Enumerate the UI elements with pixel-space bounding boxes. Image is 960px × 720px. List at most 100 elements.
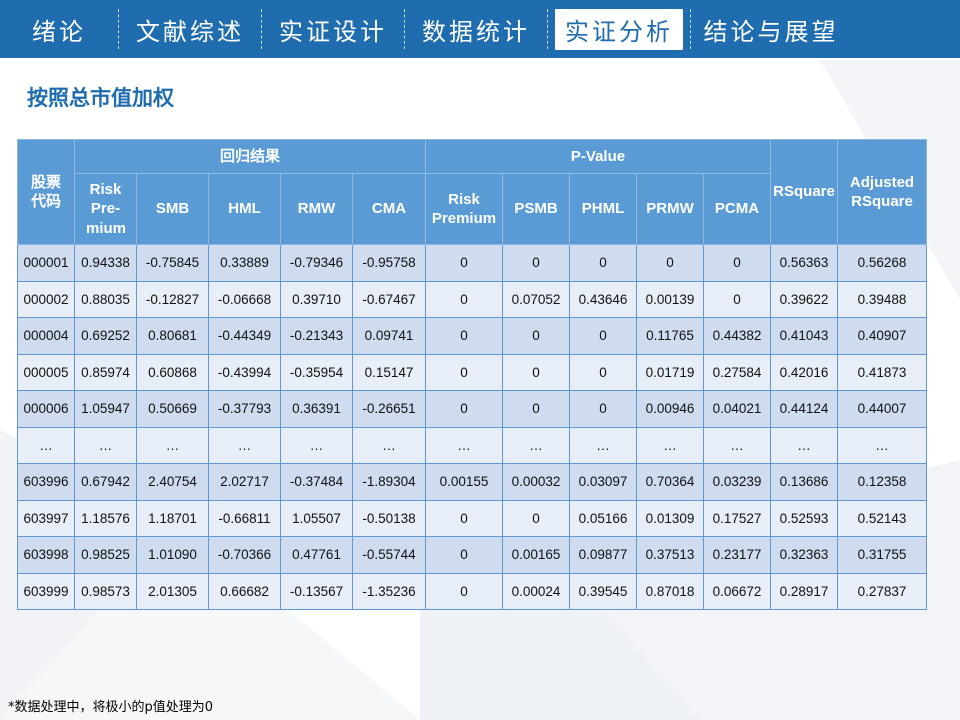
table-cell: -0.50138 [352, 499, 426, 537]
table-cell: 0 [569, 317, 637, 355]
table-cell: 0.70364 [636, 463, 704, 501]
table-cell: 0.60868 [136, 353, 209, 391]
table-cell: 0.28917 [770, 572, 838, 610]
table-cell: 0.41043 [770, 317, 838, 355]
table-cell: 0.44124 [770, 390, 838, 428]
table-cell: 0.66682 [208, 572, 281, 610]
nav-item-statistics[interactable]: 数据统计 [422, 17, 530, 46]
nav-item-design[interactable]: 实证设计 [279, 17, 387, 46]
table-cell: 0.43646 [569, 280, 637, 318]
nav-separator [118, 9, 119, 49]
nav-item-analysis[interactable]: 实证分析 [548, 0, 690, 58]
table-cell: 0.27584 [703, 353, 771, 391]
table-cell: 0 [502, 353, 570, 391]
table-cell: 0.15147 [352, 353, 426, 391]
table-cell: 0.31755 [837, 536, 927, 574]
table-row: 000004 0.69252 0.80681 -0.44349 -0.21343 0.09… [17, 317, 927, 355]
header-adj-rsquare: Adjusted RSquare [837, 139, 927, 245]
table-cell: -0.37484 [280, 463, 353, 501]
header-pvalue: P-Value [425, 139, 771, 174]
table-cell: 0.01719 [636, 353, 704, 391]
table-cell: 0.09877 [569, 536, 637, 574]
table-row: 603997 1.18576 1.18701 -0.66811 1.05507 -0.50… [17, 499, 927, 537]
table-cell: … [136, 426, 209, 464]
table-cell: 0.13686 [770, 463, 838, 501]
table-cell: 0.42016 [770, 353, 838, 391]
nav-item-conclusion[interactable]: 结论与展望 [703, 17, 839, 46]
table-cell: 0.44007 [837, 390, 927, 428]
table-cell: 0.00032 [502, 463, 570, 501]
table-cell: 0 [636, 244, 704, 282]
table-cell: 0.32363 [770, 536, 838, 574]
table-cell: 0.80681 [136, 317, 209, 355]
table-cell: 0.00946 [636, 390, 704, 428]
table-cell: 0 [569, 353, 637, 391]
table-cell: 0.39545 [569, 572, 637, 610]
table-cell: 0 [502, 499, 570, 537]
table-cell: 0.98573 [74, 572, 137, 610]
table-row: 000002 0.88035 -0.12827 -0.06668 0.39710 -0.6… [17, 280, 927, 318]
table-cell: 0.85974 [74, 353, 137, 391]
table-cell: 0.00155 [425, 463, 503, 501]
table-cell: -0.37793 [208, 390, 281, 428]
table-cell: 0.40907 [837, 317, 927, 355]
table-cell: 0.17527 [703, 499, 771, 537]
table-cell: -1.89304 [352, 463, 426, 501]
table-cell: 0.09741 [352, 317, 426, 355]
table-cell: 0.05166 [569, 499, 637, 537]
stock-code-cell: 000001 [17, 244, 75, 282]
table-cell: 0.41873 [837, 353, 927, 391]
table-cell: 0 [502, 390, 570, 428]
table-cell: 1.05947 [74, 390, 137, 428]
table-cell: -0.55744 [352, 536, 426, 574]
table-cell: 1.18576 [74, 499, 137, 537]
table-cell: 0.52143 [837, 499, 927, 537]
table-cell: 0.33889 [208, 244, 281, 282]
table-cell: 0 [502, 317, 570, 355]
table-cell: 0 [569, 244, 637, 282]
table-cell: 0.03239 [703, 463, 771, 501]
table-cell: 0.37513 [636, 536, 704, 574]
table-cell: -0.70366 [208, 536, 281, 574]
table-cell: 0.06672 [703, 572, 771, 610]
table-cell: 0.94338 [74, 244, 137, 282]
table-cell: -0.43994 [208, 353, 281, 391]
table-cell: 0.56363 [770, 244, 838, 282]
table-cell: 0 [703, 280, 771, 318]
header-stock-code: 股票代码 [17, 139, 75, 245]
stock-code-cell: … [17, 426, 75, 464]
table-cell: 0 [425, 280, 503, 318]
table-cell: 0 [425, 317, 503, 355]
header-regression-results: 回归结果 [74, 139, 426, 174]
table-row: 603996 0.67942 2.40754 2.02717 -0.37484 -1.89… [17, 463, 927, 501]
table-cell: -0.21343 [280, 317, 353, 355]
header-risk-premium: Risk Pre-mium [74, 173, 137, 245]
table-cell: 0 [425, 244, 503, 282]
table-cell: 0.04021 [703, 390, 771, 428]
table-cell: 0.00139 [636, 280, 704, 318]
table-cell: 0.23177 [703, 536, 771, 574]
nav-item-intro[interactable]: 绪论 [32, 17, 86, 46]
table-cell: 0 [425, 353, 503, 391]
page-title: 按照总市值加权 [27, 86, 174, 110]
stock-code-cell: 603998 [17, 536, 75, 574]
table-cell: 0.12358 [837, 463, 927, 501]
table-cell: 0.39710 [280, 280, 353, 318]
table-cell: -0.12827 [136, 280, 209, 318]
table-cell: 0.67942 [74, 463, 137, 501]
table-cell: 0 [569, 390, 637, 428]
table-cell: 0.98525 [74, 536, 137, 574]
table-cell: 0.44382 [703, 317, 771, 355]
table-cell: 0.01309 [636, 499, 704, 537]
nav-item-literature[interactable]: 文献综述 [136, 17, 244, 46]
nav-separator [261, 9, 262, 49]
table-cell: -0.44349 [208, 317, 281, 355]
nav-separator [404, 9, 405, 49]
table-row: 000001 0.94338 -0.75845 0.33889 -0.79346 -0.9… [17, 244, 927, 282]
table-row: ………………………………… [17, 426, 927, 464]
table-cell: 0 [425, 572, 503, 610]
table-cell: 0 [502, 244, 570, 282]
table-cell: … [425, 426, 503, 464]
table-cell: 0.52593 [770, 499, 838, 537]
table-cell: 0.56268 [837, 244, 927, 282]
